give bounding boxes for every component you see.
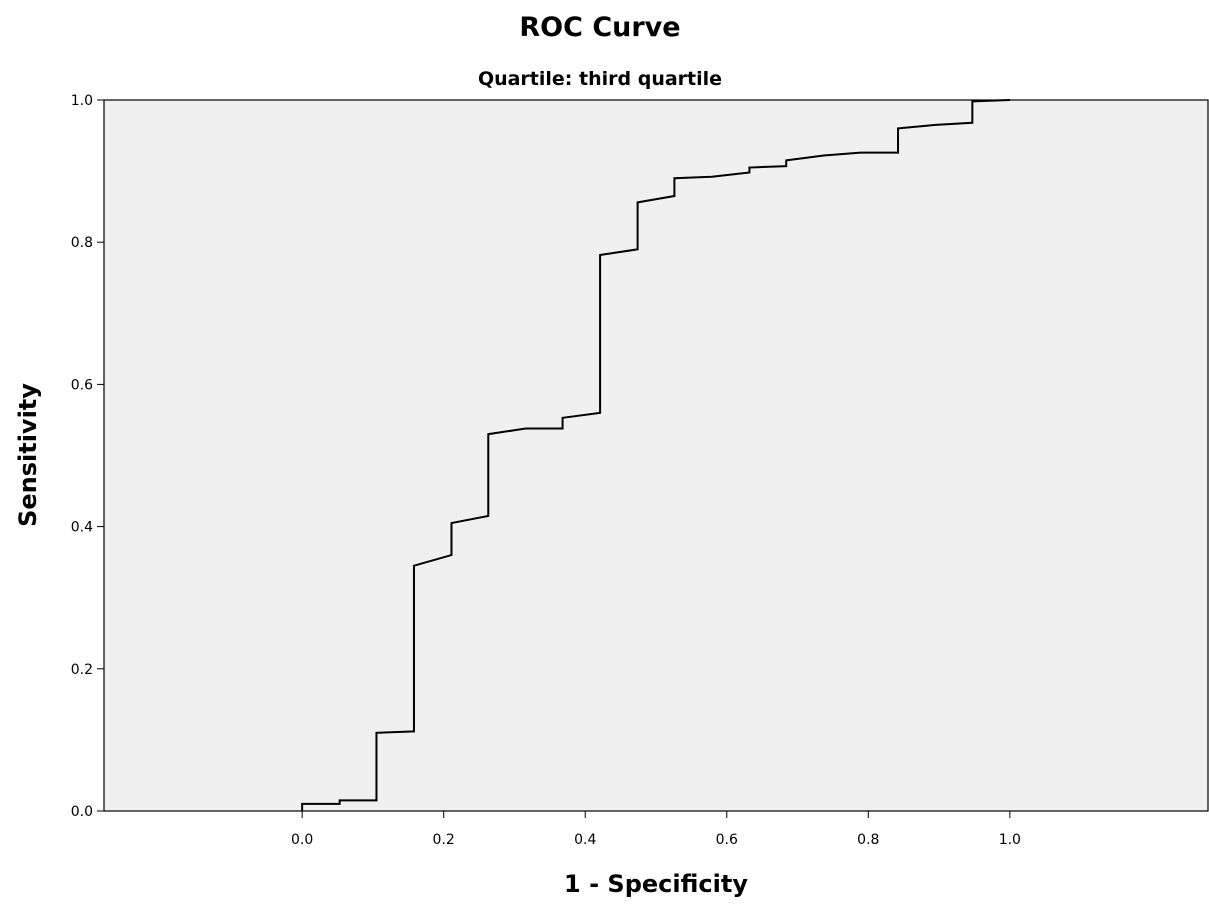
x-tick-label: 0.0 [291,832,313,848]
y-tick-label: 0.6 [71,377,93,393]
chart-title: ROC Curve [519,12,680,43]
y-tick-label: 0.4 [71,520,93,536]
x-tick-label: 0.2 [433,832,455,848]
x-tick-label: 0.6 [716,832,738,848]
y-tick-label: 1.0 [71,93,93,109]
y-axis-title: Sensitivity [14,383,42,527]
x-axis-title: 1 - Specificity [564,870,748,898]
x-tick-label: 0.8 [857,832,879,848]
x-tick-label: 1.0 [999,832,1021,848]
x-axis: 0.0 0.2 0.4 0.6 0.8 1.0 [291,811,1021,848]
plot-area [103,99,1209,812]
y-axis: 0.0 0.2 0.4 0.6 0.8 1.0 [71,93,104,820]
x-tick-label: 0.4 [574,832,596,848]
chart-subtitle: Quartile: third quartile [478,68,722,90]
y-tick-label: 0.0 [71,804,93,820]
y-tick-label: 0.2 [71,662,93,678]
y-tick-label: 0.8 [71,235,93,251]
roc-curve-line [301,99,1010,811]
